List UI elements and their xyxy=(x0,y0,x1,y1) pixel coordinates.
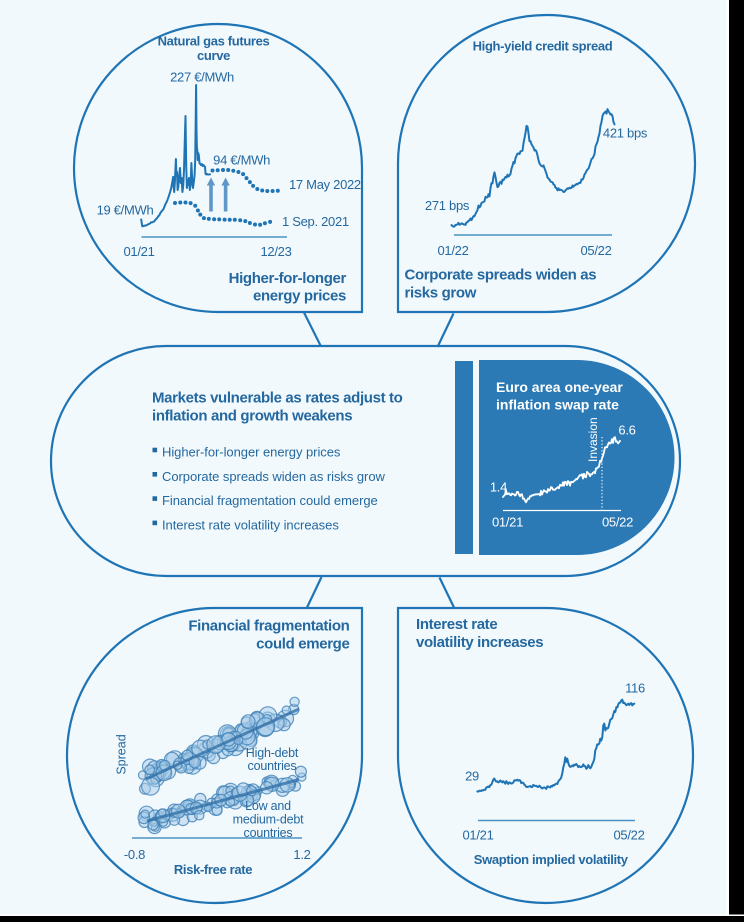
svg-text:countries: countries xyxy=(248,759,297,773)
svg-text:Risk-free rate: Risk-free rate xyxy=(174,862,252,877)
svg-text:Interest rate: Interest rate xyxy=(416,616,497,633)
svg-text:Spread: Spread xyxy=(115,734,129,774)
svg-text:Swaption implied volatility: Swaption implied volatility xyxy=(474,852,629,867)
svg-text:271 bps: 271 bps xyxy=(425,198,470,213)
svg-text:01/21: 01/21 xyxy=(123,244,154,259)
svg-text:Markets vulnerable as rates ad: Markets vulnerable as rates adjust to xyxy=(152,390,403,407)
svg-text:Interest rate volatility incre: Interest rate volatility increases xyxy=(162,517,339,532)
svg-text:-0.8: -0.8 xyxy=(124,847,145,862)
svg-text:227 €/MWh: 227 €/MWh xyxy=(170,70,234,85)
svg-text:Higher-for-longer: Higher-for-longer xyxy=(229,270,347,287)
svg-text:12/23: 12/23 xyxy=(260,244,291,259)
svg-text:05/22: 05/22 xyxy=(602,515,633,530)
svg-text:Higher-for-longer energy price: Higher-for-longer energy prices xyxy=(162,445,341,460)
svg-text:High-yield credit spread: High-yield credit spread xyxy=(473,39,613,54)
svg-text:Natural gas futures: Natural gas futures xyxy=(158,34,270,49)
svg-text:could emerge: could emerge xyxy=(256,636,349,653)
svg-text:01/22: 01/22 xyxy=(437,243,468,258)
svg-text:05/22: 05/22 xyxy=(580,243,611,258)
svg-text:17 May 2022: 17 May 2022 xyxy=(289,177,361,192)
svg-text:High-debt: High-debt xyxy=(246,746,299,760)
svg-text:Euro area one-year: Euro area one-year xyxy=(496,379,623,395)
svg-text:Corporate spreads widen as ris: Corporate spreads widen as risks grow xyxy=(162,469,386,484)
svg-text:Financial fragmentation: Financial fragmentation xyxy=(188,618,349,635)
svg-text:01/21: 01/21 xyxy=(492,515,523,530)
svg-text:risks grow: risks grow xyxy=(405,285,477,302)
svg-text:Financial fragmentation could: Financial fragmentation could emerge xyxy=(162,493,378,508)
svg-text:1.2: 1.2 xyxy=(293,847,310,862)
svg-text:Corporate spreads widen as: Corporate spreads widen as xyxy=(405,267,597,284)
svg-text:inflation and growth weakens: inflation and growth weakens xyxy=(152,408,352,425)
svg-text:Low and: Low and xyxy=(245,799,291,813)
svg-text:05/22: 05/22 xyxy=(613,828,644,843)
svg-text:curve: curve xyxy=(197,48,230,63)
svg-text:medium-debt: medium-debt xyxy=(233,813,304,827)
svg-text:energy prices: energy prices xyxy=(253,288,346,305)
svg-text:19 €/MWh: 19 €/MWh xyxy=(97,203,154,218)
svg-text:Invasion: Invasion xyxy=(586,417,600,462)
svg-text:29: 29 xyxy=(465,769,479,784)
svg-text:countries: countries xyxy=(244,826,293,840)
svg-text:inflation swap rate: inflation swap rate xyxy=(496,397,619,413)
svg-text:1 Sep. 2021: 1 Sep. 2021 xyxy=(282,214,349,229)
svg-text:volatility increases: volatility increases xyxy=(416,634,543,651)
svg-text:94 €/MWh: 94 €/MWh xyxy=(213,153,270,168)
svg-text:116: 116 xyxy=(625,681,645,696)
svg-text:01/21: 01/21 xyxy=(462,828,493,843)
svg-text:421 bps: 421 bps xyxy=(603,126,648,141)
svg-text:1.4: 1.4 xyxy=(490,480,507,495)
svg-text:6.6: 6.6 xyxy=(618,423,635,438)
